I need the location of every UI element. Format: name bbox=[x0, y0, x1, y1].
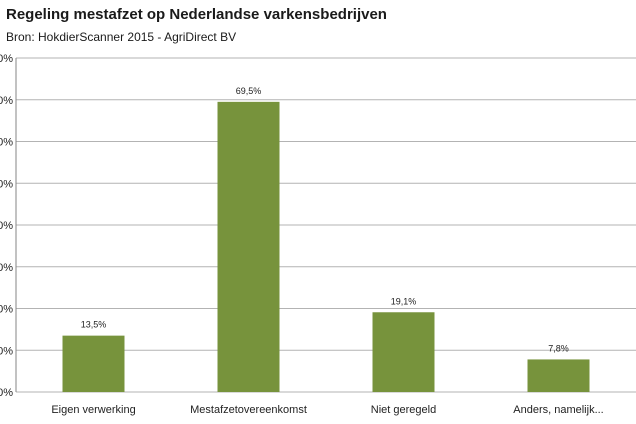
bar bbox=[527, 359, 590, 392]
bar bbox=[372, 312, 435, 392]
chart-title: Regeling mestafzet op Nederlandse varken… bbox=[6, 6, 387, 23]
x-category-label: Eigen verwerking bbox=[51, 404, 135, 416]
x-category-label: Mestafzetovereenkomst bbox=[190, 404, 307, 416]
y-tick-label: 50,0% bbox=[0, 178, 13, 190]
y-tick-label: 70,0% bbox=[0, 95, 13, 107]
y-tick-label: 60,0% bbox=[0, 137, 13, 149]
data-label: 13,5% bbox=[81, 320, 107, 330]
y-tick-label: 20,0% bbox=[0, 304, 13, 316]
bar bbox=[62, 335, 125, 392]
x-category-label: Niet geregeld bbox=[371, 404, 436, 416]
y-tick-label: 30,0% bbox=[0, 262, 13, 274]
bar bbox=[217, 101, 280, 393]
data-label: 7,8% bbox=[548, 343, 569, 353]
y-tick-label: 40,0% bbox=[0, 220, 13, 232]
x-category-label: Anders, namelijk... bbox=[513, 404, 603, 416]
y-tick-label: 10,0% bbox=[0, 345, 13, 357]
y-tick-label: 0,0% bbox=[0, 387, 13, 399]
chart-subtitle: Bron: HokdierScanner 2015 - AgriDirect B… bbox=[6, 30, 237, 44]
data-label: 19,1% bbox=[391, 296, 417, 306]
y-tick-label: 80,0% bbox=[0, 53, 13, 65]
data-label: 69,5% bbox=[236, 86, 262, 96]
